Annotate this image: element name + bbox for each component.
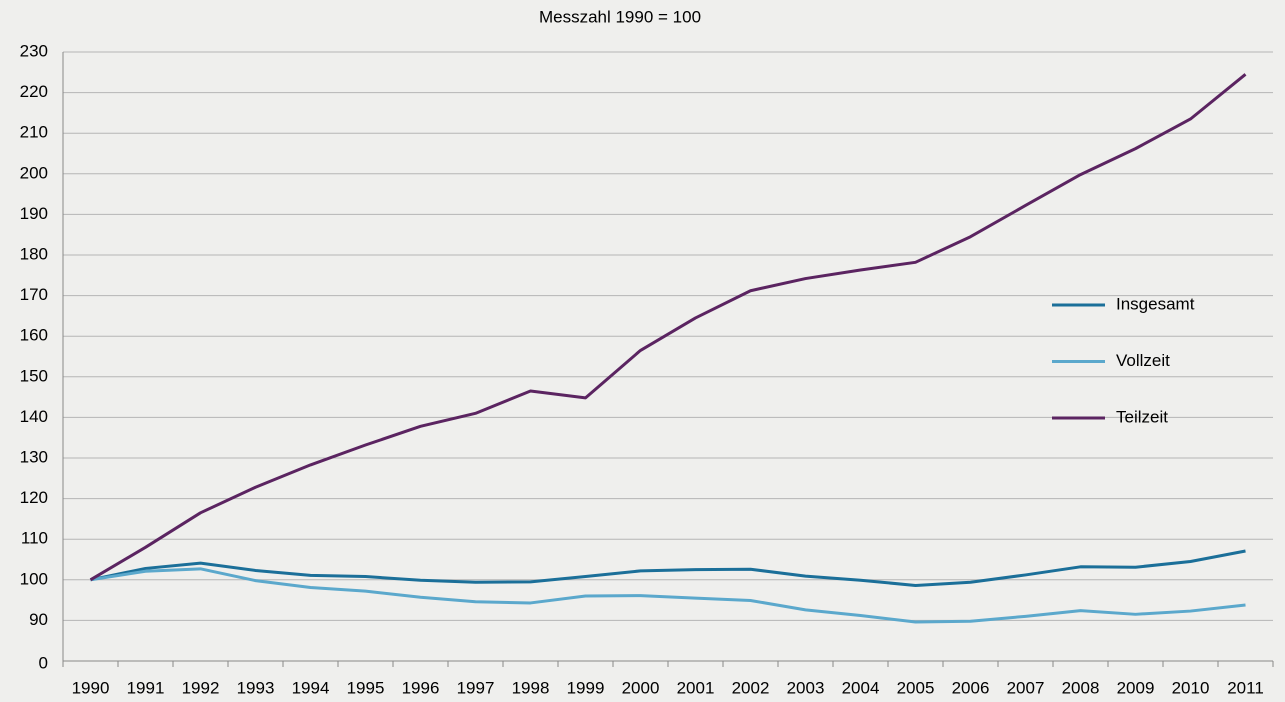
x-tick-label: 1996	[402, 678, 440, 697]
y-tick-label: 120	[20, 488, 48, 507]
x-tick-label: 2007	[1007, 678, 1045, 697]
y-tick-label: 200	[20, 163, 48, 182]
x-tick-label: 1998	[512, 678, 550, 697]
x-tick-label: 2008	[1062, 678, 1100, 697]
x-tick-label: 2001	[677, 678, 715, 697]
x-tick-label: 2005	[897, 678, 935, 697]
y-tick-label: 100	[20, 569, 48, 588]
x-tick-label: 1997	[457, 678, 495, 697]
x-tick-label: 2006	[952, 678, 990, 697]
x-tick-label: 1994	[292, 678, 330, 697]
y-tick-label: 190	[20, 204, 48, 223]
legend-label: Insgesamt	[1116, 294, 1195, 313]
y-tick-label: 170	[20, 285, 48, 304]
y-tick-label: 160	[20, 326, 48, 345]
x-tick-label: 2009	[1117, 678, 1155, 697]
x-tick-label: 2004	[842, 678, 880, 697]
y-tick-label: 210	[20, 123, 48, 142]
series-line	[90, 549, 1246, 587]
y-tick-label: 180	[20, 244, 48, 263]
x-tick-label: 1992	[182, 678, 220, 697]
x-tick-label: 2000	[622, 678, 660, 697]
x-tick-label: 2003	[787, 678, 825, 697]
y-tick-label: 130	[20, 447, 48, 466]
y-tick-label: 110	[21, 529, 48, 548]
x-tick-label: 1990	[72, 678, 110, 697]
legend-label: Teilzeit	[1116, 407, 1168, 426]
chart-title: Messzahl 1990 = 100	[539, 7, 701, 26]
x-tick-label: 2002	[732, 678, 770, 697]
x-tick-label: 2010	[1172, 678, 1210, 697]
series-line	[90, 567, 1246, 624]
series-line	[89, 73, 1247, 582]
x-tick-label: 1991	[127, 678, 165, 697]
x-tick-label: 1995	[347, 678, 385, 697]
y-tick-label: 230	[20, 41, 48, 60]
y-tick-label: 150	[20, 366, 48, 385]
legend-label: Vollzeit	[1116, 351, 1170, 370]
x-tick-label: 2011	[1227, 678, 1264, 697]
y-tick-label: 140	[20, 407, 48, 426]
y-tick-label: 220	[20, 82, 48, 101]
x-tick-label: 1999	[567, 678, 605, 697]
y-axis-break-label: 0	[39, 653, 48, 672]
x-tick-label: 1993	[237, 678, 275, 697]
y-tick-label: 90	[29, 610, 48, 629]
